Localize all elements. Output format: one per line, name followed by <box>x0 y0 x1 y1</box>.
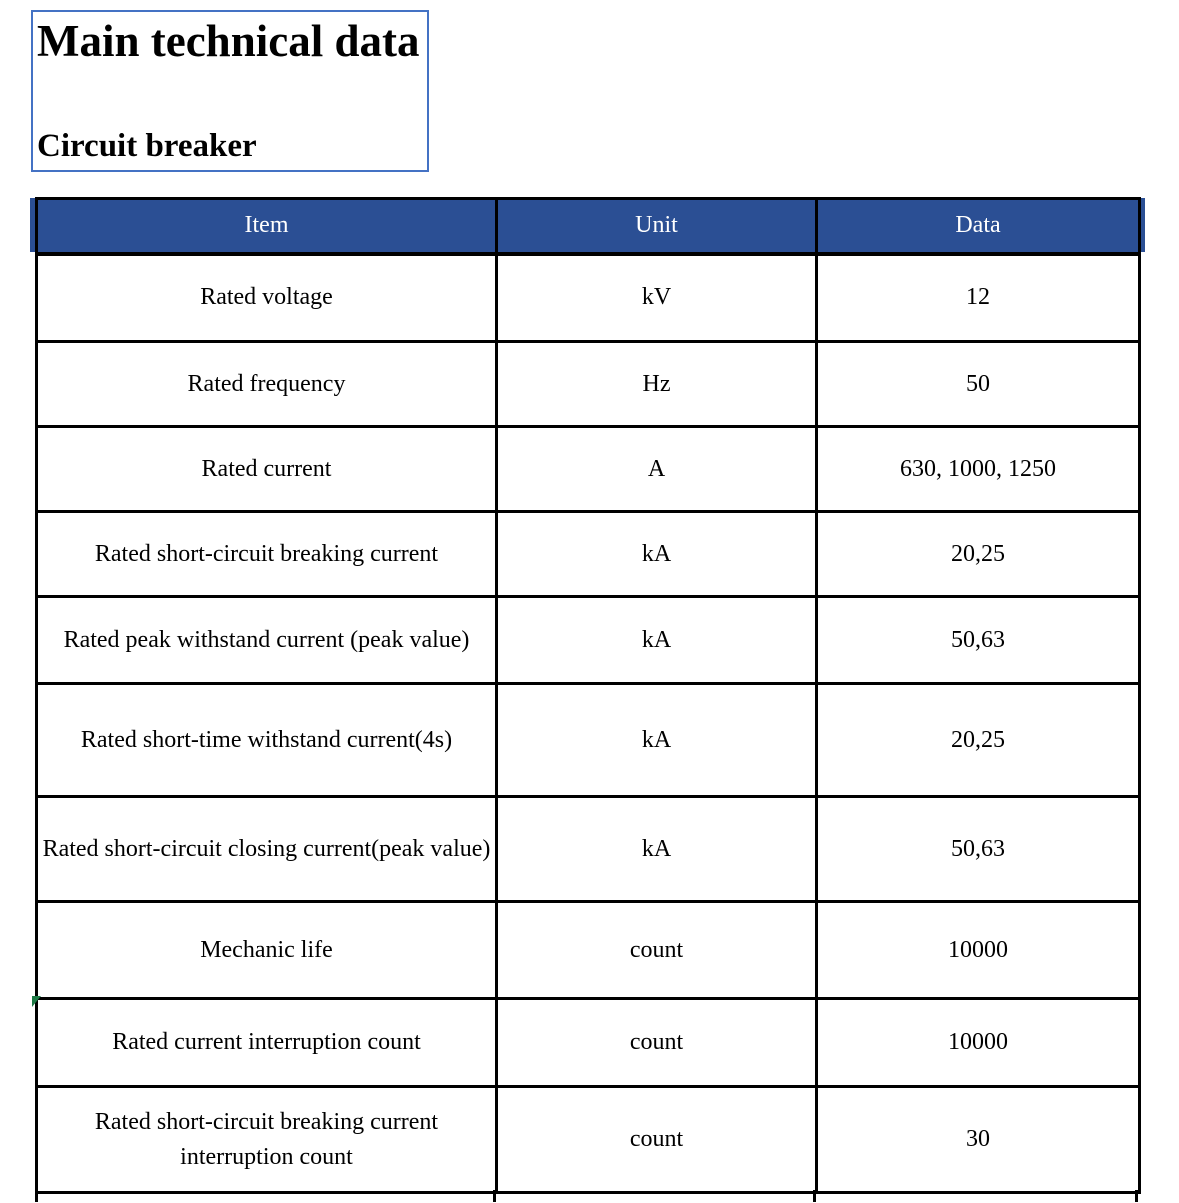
cell-item: Rated frequency <box>35 340 498 428</box>
cell-item: Rated short-circuit breaking current <box>35 510 498 598</box>
cell-unit: count <box>495 900 818 1000</box>
cell-item: Rated voltage <box>35 252 498 343</box>
table-row: Rated short-time withstand current(4s) kA… <box>35 682 1141 798</box>
table-row: Rated voltage kV 12 <box>35 252 1141 343</box>
spec-table-wrap: Item Unit Data Rated voltage kV 12 Rated fr… <box>30 197 1145 1202</box>
page-subtitle: Circuit breaker <box>37 128 257 165</box>
cell-item: Rated short-time withstand current(4s) <box>35 682 498 798</box>
border-stub <box>493 1190 496 1202</box>
cell-data: 10000 <box>815 900 1141 1000</box>
cell-unit: kA <box>495 682 818 798</box>
cell-unit: kA <box>495 795 818 903</box>
table-row: Rated current A 630, 1000, 1250 <box>35 425 1141 513</box>
table-header-row: Item Unit Data <box>35 197 1141 256</box>
cell-item: Rated current <box>35 425 498 513</box>
table-row: Mechanic life count 10000 <box>35 900 1141 1000</box>
cell-data: 20,25 <box>815 510 1141 598</box>
header-bleed-left-artifact <box>30 198 35 252</box>
table-row: Rated short-circuit breaking current int… <box>35 1085 1141 1194</box>
column-header-unit: Unit <box>495 197 818 256</box>
cell-unit: count <box>495 997 818 1088</box>
cell-data: 20,25 <box>815 682 1141 798</box>
cell-data: 50,63 <box>815 795 1141 903</box>
cell-unit: count <box>495 1085 818 1194</box>
cell-data: 50,63 <box>815 595 1141 685</box>
column-header-data: Data <box>815 197 1141 256</box>
cell-item: Rated short-circuit closing current(peak… <box>35 795 498 903</box>
table-row: Rated short-circuit breaking current kA 20… <box>35 510 1141 598</box>
border-stub <box>813 1190 816 1202</box>
cell-item: Rated current interruption count <box>35 997 498 1088</box>
cell-unit: kA <box>495 510 818 598</box>
cell-data: 10000 <box>815 997 1141 1088</box>
cell-unit: kV <box>495 252 818 343</box>
cell-item: Mechanic life <box>35 900 498 1000</box>
cell-unit: A <box>495 425 818 513</box>
table-row: Rated peak withstand current (peak value… <box>35 595 1141 685</box>
column-header-item: Item <box>35 197 498 256</box>
cell-unit: kA <box>495 595 818 685</box>
cell-data: 630, 1000, 1250 <box>815 425 1141 513</box>
border-stub <box>35 1190 38 1202</box>
table-row: Rated current interruption count count 100… <box>35 997 1141 1088</box>
header-bleed-right-artifact <box>1140 198 1145 252</box>
page-title: Main technical data <box>37 16 420 66</box>
title-box: Main technical data Circuit breaker <box>31 10 429 172</box>
comment-marker-icon <box>32 996 41 1007</box>
border-stub <box>1135 1190 1138 1202</box>
cell-data: 12 <box>815 252 1141 343</box>
spec-table: Item Unit Data Rated voltage kV 12 Rated fr… <box>35 197 1141 1194</box>
table-row: Rated frequency Hz 50 <box>35 340 1141 428</box>
cell-item: Rated peak withstand current (peak value… <box>35 595 498 685</box>
cell-data: 50 <box>815 340 1141 428</box>
cell-item: Rated short-circuit breaking current int… <box>35 1085 498 1194</box>
cell-data: 30 <box>815 1085 1141 1194</box>
cell-unit: Hz <box>495 340 818 428</box>
table-row: Rated short-circuit closing current(peak… <box>35 795 1141 903</box>
